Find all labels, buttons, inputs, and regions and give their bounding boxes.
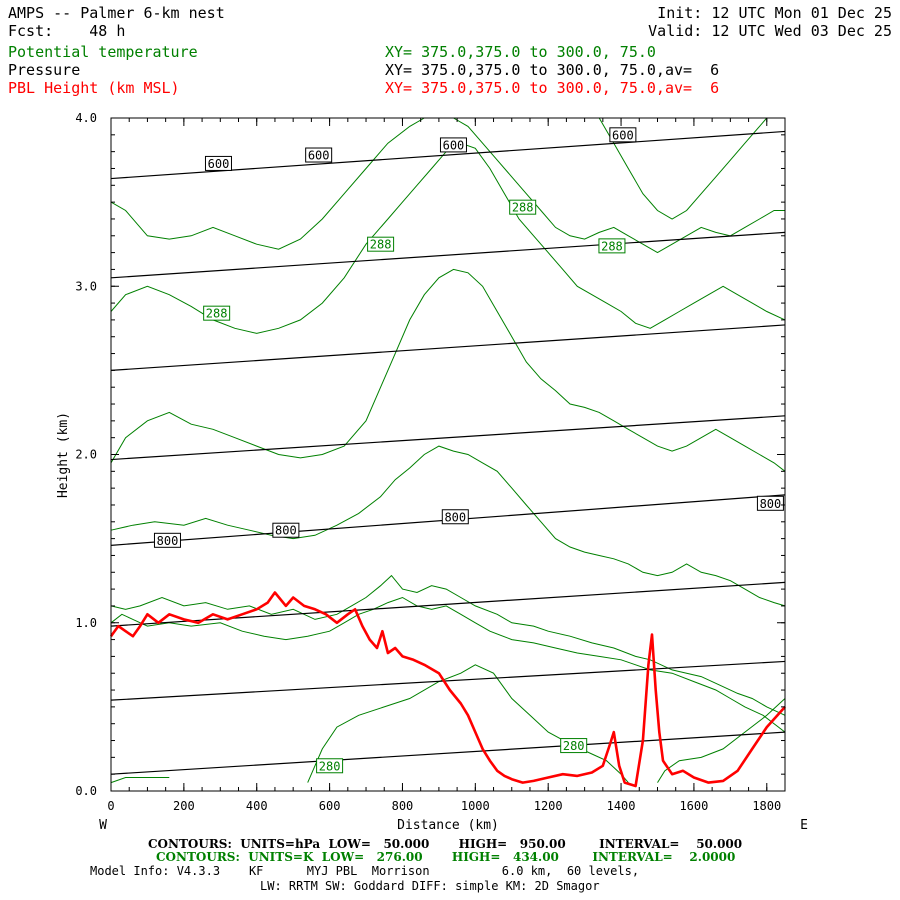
theta-label-3-box bbox=[598, 238, 626, 254]
pressure-label-2: 800 bbox=[444, 510, 466, 524]
x-tick-label: 400 bbox=[246, 799, 268, 813]
model-info-line1: Model Info: V4.3.3 KF MYJ PBL Morrison 6… bbox=[90, 864, 640, 878]
theta-contour-9 bbox=[453, 117, 785, 254]
pbl-height-line bbox=[109, 591, 786, 788]
y-tick-label: 0.0 bbox=[75, 784, 97, 798]
pressure-label-3: 800 bbox=[760, 497, 782, 511]
x-tick-label: 800 bbox=[392, 799, 414, 813]
x-tick-label: 1200 bbox=[534, 799, 563, 813]
theta-contour-7 bbox=[110, 142, 786, 334]
theta-label-4-box bbox=[316, 758, 344, 774]
theta-contour-8 bbox=[110, 117, 425, 250]
pressure-label-6: 600 bbox=[443, 138, 465, 152]
pressure-contour-900 bbox=[110, 660, 786, 701]
theta-contour-2 bbox=[657, 698, 786, 783]
forecast-hour: Fcst: 48 h bbox=[8, 22, 126, 40]
theta-contour-6 bbox=[110, 268, 786, 472]
west-label: W bbox=[99, 818, 107, 833]
pressure-contour-650 bbox=[110, 231, 786, 279]
pressure-label-0: 800 bbox=[157, 534, 179, 548]
pressure-label-0-box bbox=[153, 532, 181, 548]
cross-section-chart: 800 800 800 800 600 600 600 600 288 288 288 288 280 2… bbox=[56, 111, 808, 833]
pressure-contour-950 bbox=[110, 731, 786, 775]
x-tick-label: 200 bbox=[173, 799, 195, 813]
axes: 0.0 1.0 2.0 3.0 4.0 0 200 400 600 800 1000 1200 1400… bbox=[75, 111, 786, 813]
pressure-label-7-box bbox=[609, 127, 637, 143]
theta-contour-0 bbox=[110, 777, 170, 784]
theta-label-1: 288 bbox=[370, 238, 392, 252]
theta-label-2: 288 bbox=[512, 201, 534, 215]
field-pressure-name: Pressure bbox=[8, 61, 81, 79]
field-theta-xy: XY= 375.0,375.0 to 300.0, 75.0 bbox=[385, 43, 656, 61]
x-tick-label: 0 bbox=[107, 799, 114, 813]
theta-contour-1 bbox=[307, 664, 629, 783]
pressure-label-3-box bbox=[756, 495, 784, 511]
theta-contours bbox=[110, 117, 786, 784]
east-label: E bbox=[800, 818, 808, 833]
theta-label-3: 288 bbox=[601, 239, 623, 253]
pbl-height-series bbox=[109, 591, 786, 788]
theta-contour-5 bbox=[110, 445, 786, 607]
theta-contour-4 bbox=[110, 574, 786, 716]
pressure-label-5-box bbox=[305, 147, 333, 163]
pressure-label-5: 600 bbox=[308, 149, 330, 163]
init-time: Init: 12 UTC Mon 01 Dec 25 bbox=[657, 4, 892, 22]
contour-labels: 800 800 800 800 600 600 600 600 288 288 288 288 280 2… bbox=[153, 127, 784, 774]
contours-k-info: CONTOURS: UNITS=K LOW= 276.00 HIGH= 434.… bbox=[156, 850, 736, 864]
x-tick-label: 600 bbox=[319, 799, 341, 813]
y-tick-label: 1.0 bbox=[75, 616, 97, 630]
app-title: AMPS -- Palmer 6-km nest bbox=[8, 4, 225, 22]
contours-hpa-info: CONTOURS: UNITS=hPa LOW= 50.000 HIGH= 95… bbox=[148, 837, 743, 851]
pressure-label-4-box bbox=[204, 155, 232, 171]
x-axis-label: Distance (km) bbox=[397, 818, 499, 833]
theta-label-5-box bbox=[560, 738, 588, 754]
x-tick-label: 1800 bbox=[752, 799, 781, 813]
x-tick-label: 1600 bbox=[679, 799, 708, 813]
theta-label-1-box bbox=[367, 236, 395, 252]
pressure-label-6-box bbox=[439, 137, 467, 153]
y-tick-label: 3.0 bbox=[75, 279, 97, 293]
pressure-label-2-box bbox=[441, 509, 469, 525]
theta-label-0-box bbox=[203, 305, 231, 321]
theta-contour-3 bbox=[110, 596, 786, 733]
valid-time: Valid: 12 UTC Wed 03 Dec 25 bbox=[648, 22, 892, 40]
plot-frame bbox=[110, 117, 786, 792]
model-info-line2: LW: RRTM SW: Goddard DIFF: simple KM: 2D… bbox=[260, 879, 600, 893]
x-tick-label: 1400 bbox=[607, 799, 636, 813]
theta-label-0: 288 bbox=[206, 307, 228, 321]
pressure-contour-750 bbox=[110, 415, 786, 461]
y-axis-label: Height (km) bbox=[56, 412, 71, 498]
pressure-contour-700 bbox=[110, 324, 786, 371]
theta-label-2-box bbox=[509, 199, 537, 215]
x-tick-label: 1000 bbox=[461, 799, 490, 813]
field-pbl-name: PBL Height (km MSL) bbox=[8, 79, 180, 97]
y-tick-label: 4.0 bbox=[75, 111, 97, 125]
pressure-label-4: 600 bbox=[208, 157, 230, 171]
theta-label-5: 280 bbox=[563, 739, 585, 753]
field-pressure-xy: XY= 375.0,375.0 to 300.0, 75.0,av= 6 bbox=[385, 61, 720, 79]
theta-label-4: 280 bbox=[319, 759, 341, 773]
pressure-label-1-box bbox=[272, 522, 300, 538]
pressure-label-7: 600 bbox=[612, 128, 634, 142]
theta-contour-10 bbox=[598, 117, 768, 220]
field-theta-name: Potential temperature bbox=[8, 43, 198, 61]
pressure-label-1: 800 bbox=[275, 524, 297, 538]
y-tick-label: 2.0 bbox=[75, 448, 97, 462]
field-pbl-xy: XY= 375.0,375.0 to 300.0, 75.0,av= 6 bbox=[385, 79, 720, 97]
